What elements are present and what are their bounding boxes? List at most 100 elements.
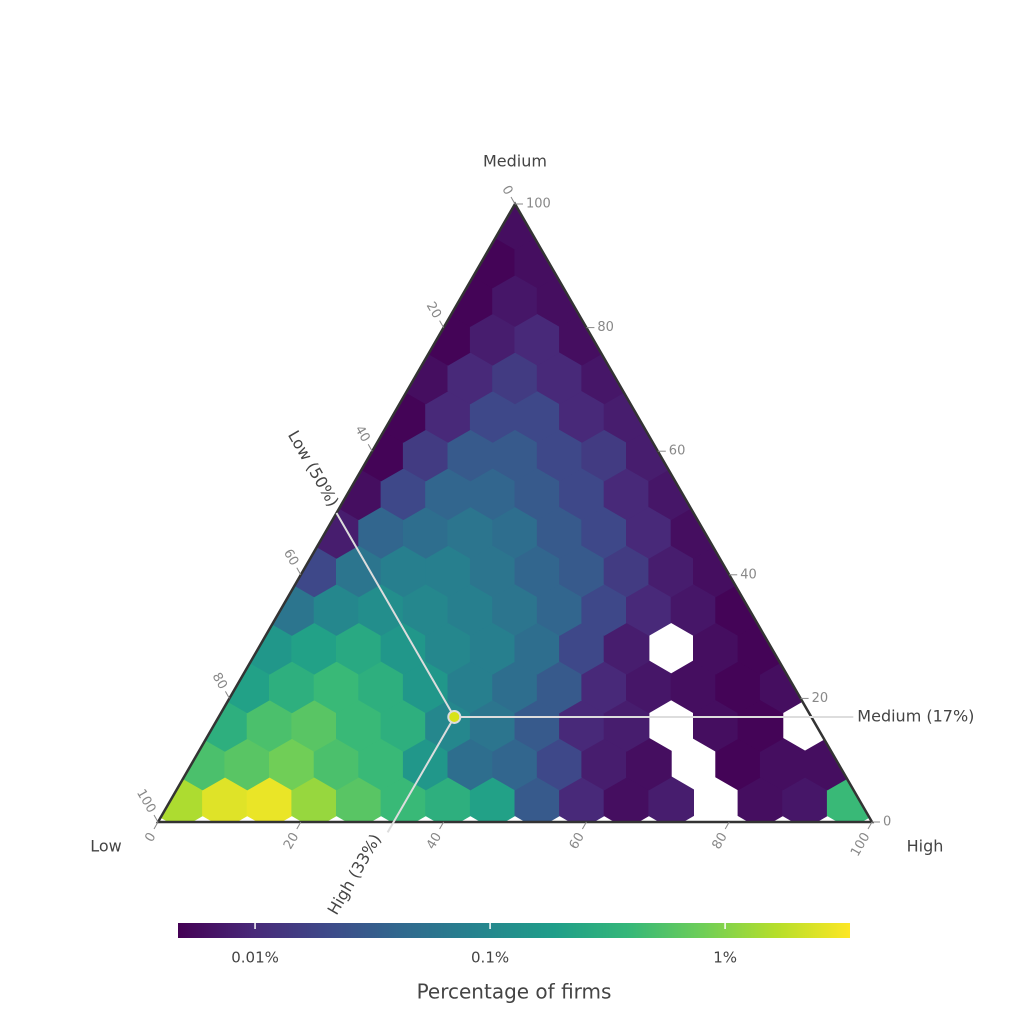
hex-cell bbox=[715, 660, 761, 714]
tick-label: 20 bbox=[423, 300, 444, 322]
hex-cell bbox=[603, 467, 650, 521]
hex-cell bbox=[492, 737, 538, 791]
hex-cell bbox=[469, 621, 516, 675]
colorbar-tick-label: 0.1% bbox=[471, 949, 509, 967]
hex-cell bbox=[715, 737, 761, 791]
tick-mark bbox=[867, 821, 873, 830]
hex-cell bbox=[492, 583, 538, 636]
hex-cell bbox=[514, 467, 561, 521]
hex-cell bbox=[536, 737, 583, 791]
hex-cell bbox=[246, 776, 293, 822]
hex-cell bbox=[447, 428, 494, 482]
tick-label: 60 bbox=[567, 830, 588, 852]
hex-cell bbox=[425, 776, 471, 822]
hex-cell bbox=[402, 583, 449, 636]
hex-cell bbox=[670, 660, 717, 714]
hex-cell bbox=[514, 776, 561, 822]
hex-cell bbox=[514, 621, 561, 675]
hex-cell bbox=[536, 583, 583, 636]
tick-label: 80 bbox=[597, 320, 614, 335]
tick-label: 40 bbox=[351, 423, 372, 445]
hex-cell bbox=[514, 390, 561, 443]
hex-cell bbox=[336, 544, 382, 598]
hex-cell bbox=[425, 544, 471, 598]
tick-mark bbox=[724, 821, 730, 830]
colorbar-tick-label: 1% bbox=[713, 949, 737, 967]
tick-mark bbox=[439, 320, 445, 328]
ref-line bbox=[335, 512, 456, 718]
hex-cell bbox=[603, 699, 650, 752]
axis-title: High bbox=[907, 837, 944, 856]
hex-cell bbox=[291, 699, 337, 752]
axis-title: Low bbox=[90, 837, 122, 856]
hex-cell bbox=[402, 428, 449, 482]
hex-cell bbox=[336, 699, 382, 752]
hex-cell bbox=[626, 737, 672, 791]
hex-cell bbox=[380, 621, 427, 675]
tick-mark bbox=[367, 443, 373, 452]
hex-cell bbox=[514, 699, 561, 752]
tick-label: 60 bbox=[280, 547, 301, 569]
hex-cell bbox=[447, 583, 494, 636]
tick-label: 20 bbox=[281, 830, 302, 852]
hex-cell bbox=[469, 312, 516, 366]
hex-cell bbox=[536, 351, 583, 405]
hex-cell bbox=[269, 660, 315, 714]
ref-line bbox=[386, 716, 456, 833]
hex-cell bbox=[469, 390, 516, 443]
hex-cell bbox=[469, 699, 516, 752]
hex-cell bbox=[559, 544, 605, 598]
hex-cell bbox=[358, 505, 404, 559]
tick-mark bbox=[296, 567, 302, 576]
hex-cell bbox=[224, 737, 271, 791]
hex-cell bbox=[536, 505, 583, 559]
tick-label: 100 bbox=[526, 197, 551, 212]
ref-point bbox=[447, 709, 462, 724]
hex-cell bbox=[269, 737, 315, 791]
hex-cell bbox=[648, 544, 694, 598]
colorbar-title: Percentage of firms bbox=[417, 980, 612, 1004]
hex-cell bbox=[447, 505, 494, 559]
hex-cell bbox=[782, 776, 828, 822]
hex-cell bbox=[402, 505, 449, 559]
hex-cell bbox=[492, 505, 538, 559]
hex-cell bbox=[759, 737, 806, 791]
tick-mark bbox=[296, 821, 302, 830]
hex-cell bbox=[246, 699, 293, 752]
ref-label: Medium (17%) bbox=[857, 706, 974, 725]
hex-cell bbox=[358, 737, 404, 791]
hex-cell bbox=[581, 583, 628, 636]
hex-cell bbox=[603, 544, 650, 598]
hex-cell bbox=[425, 390, 471, 443]
hex-cell bbox=[358, 660, 404, 714]
tick-label: 20 bbox=[812, 691, 829, 706]
tick-mark bbox=[224, 691, 230, 699]
hex-cell bbox=[648, 776, 694, 822]
hex-cell bbox=[492, 351, 538, 405]
hex-cell bbox=[581, 660, 628, 714]
axis-title: Medium bbox=[483, 152, 547, 171]
hex-cell bbox=[202, 776, 248, 822]
hex-cell bbox=[603, 776, 650, 822]
tick-label: 60 bbox=[669, 444, 686, 459]
hex-cell bbox=[559, 699, 605, 752]
hex-cell bbox=[425, 621, 471, 675]
hex-cell bbox=[380, 699, 427, 752]
hex-cell bbox=[626, 660, 672, 714]
hex-cell bbox=[313, 737, 360, 791]
hex-cell bbox=[514, 312, 561, 366]
hex-cell bbox=[313, 583, 360, 636]
ref-label: Low (50%) bbox=[284, 427, 343, 510]
hex-cell bbox=[670, 583, 717, 636]
hex-cell bbox=[536, 660, 583, 714]
hex-cell bbox=[425, 467, 471, 521]
hex-cell bbox=[313, 660, 360, 714]
tick-mark bbox=[153, 814, 159, 823]
hex-cell bbox=[402, 660, 449, 714]
hex-cell bbox=[492, 660, 538, 714]
hex-cell bbox=[559, 467, 605, 521]
hex-cell bbox=[358, 583, 404, 636]
hexbin-layer bbox=[158, 204, 872, 822]
tick-mark bbox=[581, 821, 587, 830]
hex-cell bbox=[380, 776, 427, 822]
